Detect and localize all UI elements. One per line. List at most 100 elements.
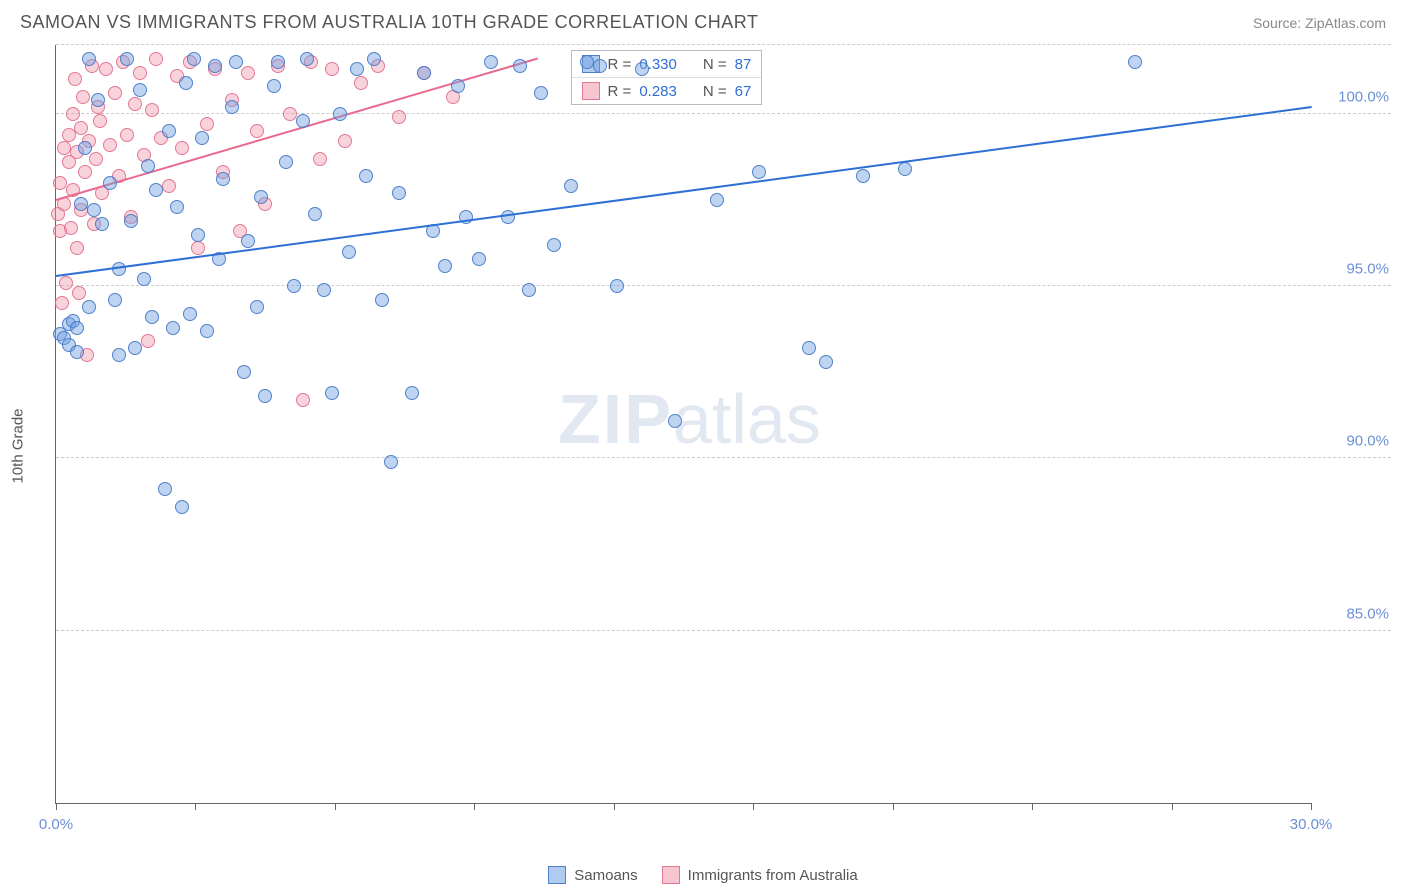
swatch-blue-icon	[548, 866, 566, 884]
data-point	[564, 179, 578, 193]
x-tick-label: 0.0%	[39, 816, 73, 833]
data-point	[635, 62, 649, 76]
r-label: R =	[608, 56, 632, 73]
data-point	[300, 52, 314, 66]
data-point	[819, 355, 833, 369]
data-point	[267, 79, 281, 93]
chart-area: ZIPatlas R = 0.330 N = 87 R = 0.283 N = …	[55, 45, 1391, 832]
data-point	[166, 321, 180, 335]
data-point	[342, 245, 356, 259]
data-point	[55, 296, 69, 310]
watermark-light: atlas	[673, 380, 821, 458]
data-point	[66, 107, 80, 121]
data-point	[103, 176, 117, 190]
n-label: N =	[703, 56, 727, 73]
data-point	[241, 234, 255, 248]
data-point	[367, 52, 381, 66]
x-tick	[1172, 803, 1173, 810]
data-point	[333, 107, 347, 121]
legend-label-1: Samoans	[574, 867, 637, 884]
data-point	[87, 203, 101, 217]
legend-label-2: Immigrants from Australia	[688, 867, 858, 884]
data-point	[313, 152, 327, 166]
data-point	[72, 286, 86, 300]
source-value: ZipAtlas.com	[1305, 15, 1386, 31]
data-point	[484, 55, 498, 69]
data-point	[93, 114, 107, 128]
data-point	[137, 272, 151, 286]
data-point	[384, 455, 398, 469]
data-point	[250, 124, 264, 138]
data-point	[82, 300, 96, 314]
data-point	[417, 66, 431, 80]
data-point	[254, 190, 268, 204]
data-point	[78, 165, 92, 179]
data-point	[149, 183, 163, 197]
watermark: ZIPatlas	[558, 379, 821, 459]
n-value-2: 67	[735, 83, 752, 100]
gridline	[56, 630, 1391, 631]
data-point	[59, 276, 73, 290]
data-point	[392, 186, 406, 200]
data-point	[375, 293, 389, 307]
data-point	[103, 138, 117, 152]
data-point	[710, 193, 724, 207]
gridline	[56, 44, 1391, 45]
legend-stats-row-2: R = 0.283 N = 67	[572, 78, 762, 104]
data-point	[162, 124, 176, 138]
data-point	[149, 52, 163, 66]
data-point	[208, 59, 222, 73]
legend-item-2: Immigrants from Australia	[662, 866, 858, 884]
data-point	[237, 365, 251, 379]
source-label: Source:	[1253, 15, 1305, 31]
data-point	[99, 62, 113, 76]
x-tick	[753, 803, 754, 810]
data-point	[438, 259, 452, 273]
data-point	[325, 62, 339, 76]
data-point	[392, 110, 406, 124]
data-point	[593, 59, 607, 73]
data-point	[898, 162, 912, 176]
data-point	[133, 66, 147, 80]
data-point	[317, 283, 331, 297]
data-point	[451, 79, 465, 93]
data-point	[141, 334, 155, 348]
data-point	[70, 321, 84, 335]
data-point	[241, 66, 255, 80]
data-point	[141, 159, 155, 173]
data-point	[200, 117, 214, 131]
data-point	[70, 241, 84, 255]
data-point	[802, 341, 816, 355]
x-tick	[474, 803, 475, 810]
data-point	[133, 83, 147, 97]
y-tick-label: 95.0%	[1317, 261, 1389, 278]
chart-title: SAMOAN VS IMMIGRANTS FROM AUSTRALIA 10TH…	[20, 12, 758, 33]
swatch-pink-icon	[662, 866, 680, 884]
data-point	[856, 169, 870, 183]
data-point	[225, 100, 239, 114]
data-point	[308, 207, 322, 221]
n-label: N =	[703, 83, 727, 100]
data-point	[229, 55, 243, 69]
r-value-2: 0.283	[639, 83, 677, 100]
x-tick	[1311, 803, 1312, 810]
data-point	[64, 221, 78, 235]
chart-source: Source: ZipAtlas.com	[1253, 15, 1386, 31]
data-point	[120, 52, 134, 66]
n-value-1: 87	[735, 56, 752, 73]
data-point	[175, 500, 189, 514]
data-point	[534, 86, 548, 100]
data-point	[287, 279, 301, 293]
gridline	[56, 285, 1391, 286]
data-point	[338, 134, 352, 148]
x-tick	[195, 803, 196, 810]
data-point	[95, 217, 109, 231]
swatch-pink-icon	[582, 82, 600, 100]
data-point	[68, 72, 82, 86]
data-point	[350, 62, 364, 76]
data-point	[271, 55, 285, 69]
data-point	[124, 214, 138, 228]
data-point	[359, 169, 373, 183]
data-point	[187, 52, 201, 66]
data-point	[191, 241, 205, 255]
